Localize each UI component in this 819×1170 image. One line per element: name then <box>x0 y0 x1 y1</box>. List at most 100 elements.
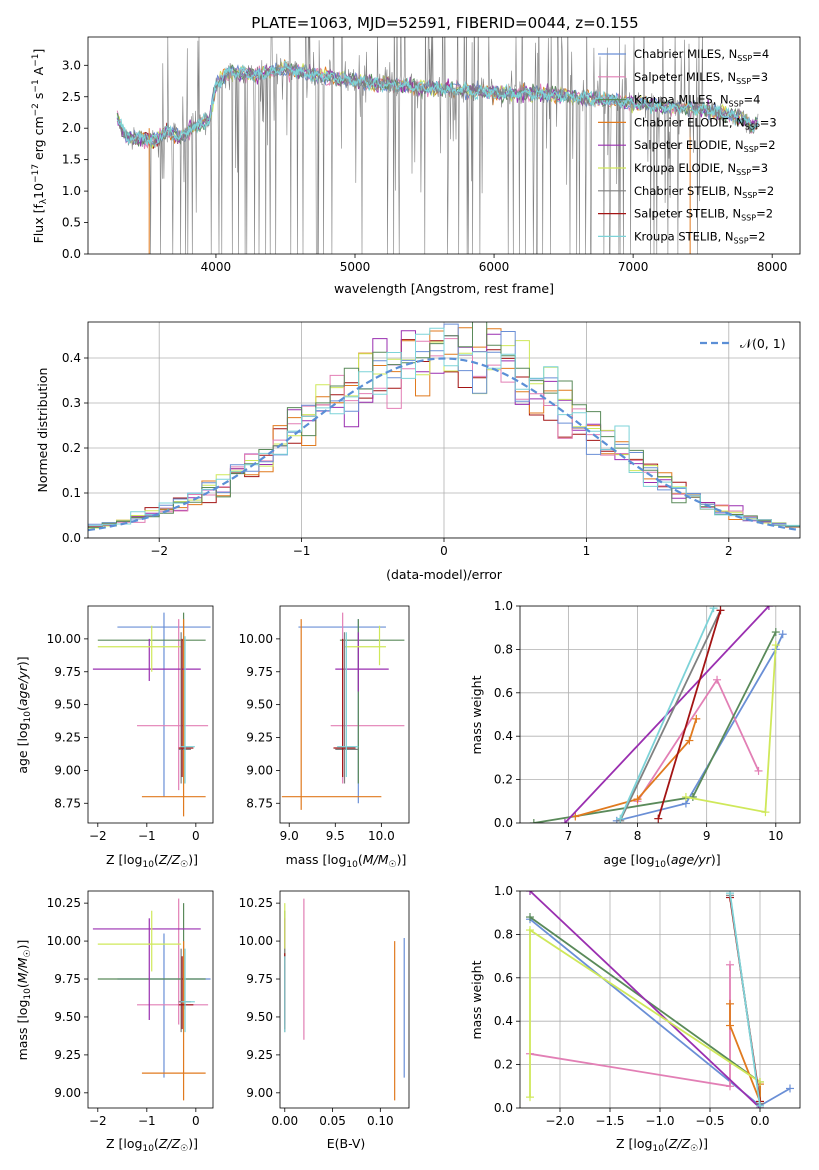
y-tick-label: 8.75 <box>54 796 81 810</box>
legend-label: Salpeter MILES, NSSP=3 <box>634 70 768 86</box>
marker-kroupa_elodie <box>771 641 780 650</box>
marker-chabrier_elodie <box>726 1021 734 1030</box>
y-tick-label: 0.8 <box>494 642 513 656</box>
x-tick-label: 0 <box>192 1114 200 1128</box>
axes-frame <box>279 890 410 1109</box>
x-tick-label: 0 <box>440 544 448 558</box>
marker-salpeter_miles <box>726 960 734 969</box>
weight-line-kroupa_elodie <box>685 645 777 814</box>
x-tick-label: −1 <box>138 1114 156 1128</box>
axes-frame <box>519 890 801 1109</box>
errorbar-kroupa_elodie <box>344 625 386 666</box>
y-tick-label: 8.75 <box>246 796 273 810</box>
x-axis-label: mass [log10(M/M☉)] <box>286 852 407 870</box>
marker-kroupa_stelib <box>726 891 734 898</box>
plot-area <box>92 898 211 1101</box>
y-tick-label: 9.75 <box>54 665 81 679</box>
marker-salpeter_miles <box>713 675 722 684</box>
y-tick-label: 0.0 <box>494 816 513 830</box>
marker-kroupa_stelib <box>756 1101 764 1108</box>
panel-spectrum: 4000 5000 6000 7000 8000 0.0 0.5 1.0 1.5 2.0 2.5 3.… <box>31 36 801 296</box>
weight-line-salpeter_elodie <box>529 891 761 1108</box>
y-tick-label: 9.25 <box>246 731 273 745</box>
x-tick-label: 1 <box>583 544 591 558</box>
errorbar-salpeter_elodie <box>92 638 201 681</box>
y-tick-label: 0.0 <box>62 247 81 261</box>
y-tick-label: 0.4 <box>494 1014 513 1028</box>
legend-item-salpeter_stelib: Salpeter STELIB, NSSP=2 <box>598 207 773 223</box>
y-tick-label: 9.00 <box>54 1086 81 1100</box>
figure-title: PLATE=1063, MJD=52591, FIBERID=0044, z=0… <box>251 14 638 32</box>
legend-label: Salpeter STELIB, NSSP=2 <box>634 207 773 223</box>
y-tick-label: 0.3 <box>62 396 81 410</box>
y-tick-label: 0.1 <box>62 486 81 500</box>
y-axis-label: Flux [fλ10−17 erg cm−2 s−1 A−1] <box>31 49 49 244</box>
y-tick-label: 9.50 <box>54 1010 81 1024</box>
y-tick-label: 9.75 <box>54 972 81 986</box>
x-axis-label: age [log10(age/yr)] <box>603 852 720 870</box>
marker-kroupa_stelib <box>616 814 625 823</box>
x-axis-label: Z [log10(Z/Z☉)] <box>616 1136 708 1154</box>
x-axis-label: (data-model)/error <box>386 567 503 582</box>
legend-item-salpeter_elodie: Salpeter ELODIE, NSSP=2 <box>598 138 776 154</box>
marker-chabrier_elodie <box>633 795 642 804</box>
marker-salpeter_elodie <box>764 606 773 610</box>
x-tick-label: −0.5 <box>695 1114 724 1128</box>
y-tick-label: 0.2 <box>62 441 81 455</box>
marker-kroupa_elodie <box>681 792 690 801</box>
x-tick-label: 6000 <box>479 260 510 274</box>
x-tick-label: 2 <box>725 544 733 558</box>
x-axis-label: E(B-V) <box>327 1136 366 1151</box>
errorbar-kroupa_elodie <box>97 625 182 672</box>
histogram-kroupa_stelib <box>88 327 800 527</box>
axes-frame <box>87 605 214 824</box>
errorbar-chabrier_miles <box>117 933 211 1078</box>
plot-area <box>88 322 800 538</box>
errorbar-chabrier_elodie <box>141 941 206 1101</box>
marker-chabrier_miles <box>786 1084 794 1093</box>
marker-salpeter_miles <box>754 766 763 775</box>
legend-item-kroupa_elodie: Kroupa ELODIE, NSSP=3 <box>598 161 768 177</box>
x-tick-label: 10 <box>768 829 783 843</box>
panel-residuals: −2 −1 0 1 2 0.0 0.1 0.2 0.3 0.4 (data-model)/error… <box>35 321 801 582</box>
y-tick-label: 9.00 <box>246 1086 273 1100</box>
marker-kroupa_elodie <box>526 926 534 935</box>
x-tick-label: 0.00 <box>271 1114 298 1128</box>
weight-line-chabrier_elodie <box>729 1003 761 1102</box>
y-tick-label: 0.2 <box>494 1058 513 1072</box>
y-tick-label: 9.25 <box>246 1048 273 1062</box>
y-tick-label: 9.50 <box>246 698 273 712</box>
y-axis-label: mass weight <box>469 675 484 754</box>
errorbar-chabrier_miles <box>117 612 211 797</box>
legend-label: 𝒩(0, 1) <box>740 336 786 351</box>
errorbar-kroupa_elodie <box>97 910 182 972</box>
errorbar-salpeter_elodie <box>335 632 389 692</box>
model-spectrum-overlay <box>116 62 759 147</box>
x-tick-label: 9 <box>703 829 711 843</box>
marker-kroupa_miles <box>526 913 534 922</box>
y-tick-label: 10.25 <box>239 896 273 910</box>
plot-area <box>116 37 759 254</box>
x-axis-label: wavelength [Angstrom, rest frame] <box>334 281 554 296</box>
errorbar-salpeter_stelib <box>178 956 194 1030</box>
x-tick-label: 4000 <box>201 260 232 274</box>
legend-item-salpeter_miles: Salpeter MILES, NSSP=3 <box>598 70 768 86</box>
axes-frame <box>279 605 410 824</box>
y-tick-label: 9.50 <box>246 1010 273 1024</box>
x-tick-label: 0.05 <box>319 1114 346 1128</box>
legend-item-chabrier_miles: Chabrier MILES, NSSP=4 <box>598 47 769 63</box>
panel-mass_vs_age: 9.0 9.5 10.0 8.75 9.00 9.25 9.50 9.75 10.00 mass … <box>239 605 410 870</box>
legend-item-chabrier_stelib: Chabrier STELIB, NSSP=2 <box>598 184 774 200</box>
axes-frame <box>87 890 214 1109</box>
y-tick-label: 0.0 <box>62 531 81 545</box>
marker-salpeter_stelib <box>654 814 663 823</box>
errorbar-salpeter_miles <box>330 612 405 784</box>
marker-chabrier_elodie <box>685 736 694 745</box>
y-tick-label: 0.0 <box>494 1101 513 1115</box>
y-tick-label: 0.8 <box>494 927 513 941</box>
marker-salpeter_stelib <box>716 606 725 615</box>
x-tick-label: 0.10 <box>367 1114 394 1128</box>
y-tick-label: 0.6 <box>494 686 513 700</box>
weight-line-kroupa_stelib <box>729 893 761 1106</box>
x-tick-label: 7000 <box>618 260 649 274</box>
